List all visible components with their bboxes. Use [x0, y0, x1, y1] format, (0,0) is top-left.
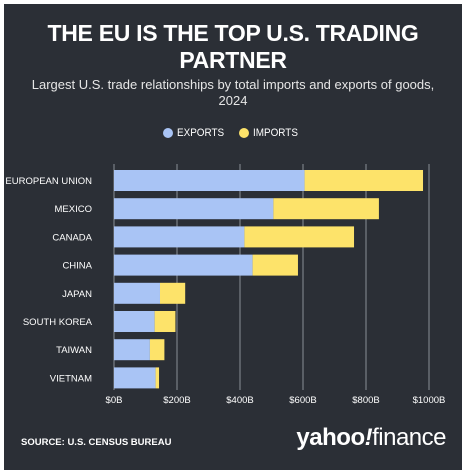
logo-bang: ! — [364, 424, 373, 451]
category-label: TAIWAN — [56, 345, 92, 356]
x-tick-label: $400B — [226, 395, 253, 406]
x-tick-label: $0B — [106, 395, 123, 406]
source-note: SOURCE: U.S. CENSUS BUREAU — [21, 437, 172, 448]
category-label: VIETNAM — [50, 373, 92, 384]
legend-item-imports: IMPORTS — [239, 127, 303, 139]
bar-exports — [114, 282, 160, 304]
category-label: CANADA — [52, 232, 92, 243]
bar-exports — [114, 198, 274, 220]
category-label: JAPAN — [62, 289, 92, 300]
logo-yahoo: yahoo — [296, 424, 365, 451]
bar-imports — [149, 339, 165, 361]
bar-imports — [304, 170, 424, 191]
legend-swatch-imports — [239, 128, 250, 138]
legend-swatch-exports — [162, 128, 173, 138]
bar-exports — [114, 170, 305, 191]
bar-imports — [154, 311, 176, 332]
category-label: MEXICO — [55, 204, 92, 215]
logo-finance: finance — [372, 424, 446, 451]
legend-item-exports: EXPORTS — [162, 127, 229, 139]
chart-title: THE EU IS THE TOP U.S. TRADING PARTNER — [47, 20, 419, 73]
chart-card: THE EU IS THE TOP U.S. TRADING PARTNER L… — [4, 4, 462, 470]
bar-exports — [114, 226, 245, 248]
bar-imports — [273, 198, 379, 220]
category-label: SOUTH KOREA — [23, 317, 93, 328]
bar-chart: $0B $200B $400B $600B $800B $1000B EUROPEAN UN… — [5, 164, 446, 406]
chart-subtitle: Largest U.S. trade relationships by tota… — [31, 77, 435, 108]
category-label: EUROPEAN UNION — [5, 176, 92, 187]
bar-exports — [114, 311, 155, 332]
x-tick-label: $1000B — [413, 395, 446, 406]
legend-label-exports: EXPORTS — [176, 127, 224, 139]
legend-label-imports: IMPORTS — [253, 127, 299, 139]
category-label: CHINA — [62, 261, 92, 272]
bar-imports — [159, 282, 186, 304]
x-tick-label: $200B — [163, 395, 190, 406]
bar-exports — [114, 367, 156, 389]
yahoo-finance-logo: yahoo!finance — [296, 424, 446, 452]
bar-exports — [114, 254, 253, 276]
bar-imports — [244, 226, 355, 248]
bar-imports — [252, 254, 298, 276]
bar-imports — [155, 367, 160, 389]
x-tick-label: $800B — [352, 395, 379, 406]
chart-legend: EXPORTS IMPORTS — [4, 127, 462, 139]
bar-exports — [114, 339, 150, 361]
x-tick-label: $600B — [289, 395, 316, 406]
